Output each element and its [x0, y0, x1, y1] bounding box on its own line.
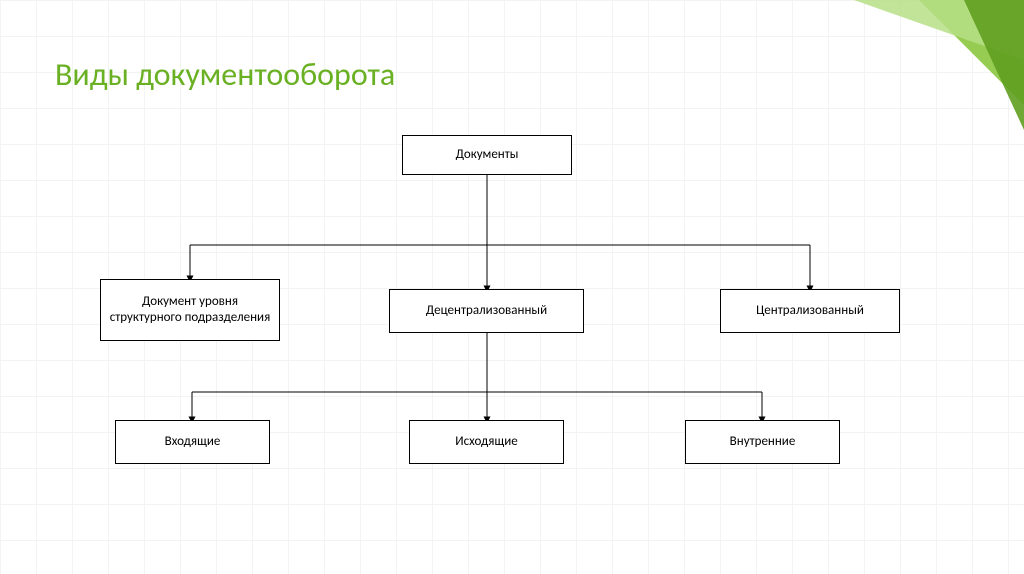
node-root: Документы	[402, 135, 572, 175]
node-l2c: Внутренние	[685, 420, 840, 464]
node-l2a: Входящие	[115, 420, 270, 464]
node-l1b: Децентрализованный	[389, 289, 584, 333]
slide-title: Виды документооборота	[55, 55, 395, 94]
node-l1a: Документ уровня структурного подразделен…	[100, 279, 280, 341]
node-l2b: Исходящие	[409, 420, 564, 464]
node-l1c: Централизованный	[720, 289, 900, 333]
